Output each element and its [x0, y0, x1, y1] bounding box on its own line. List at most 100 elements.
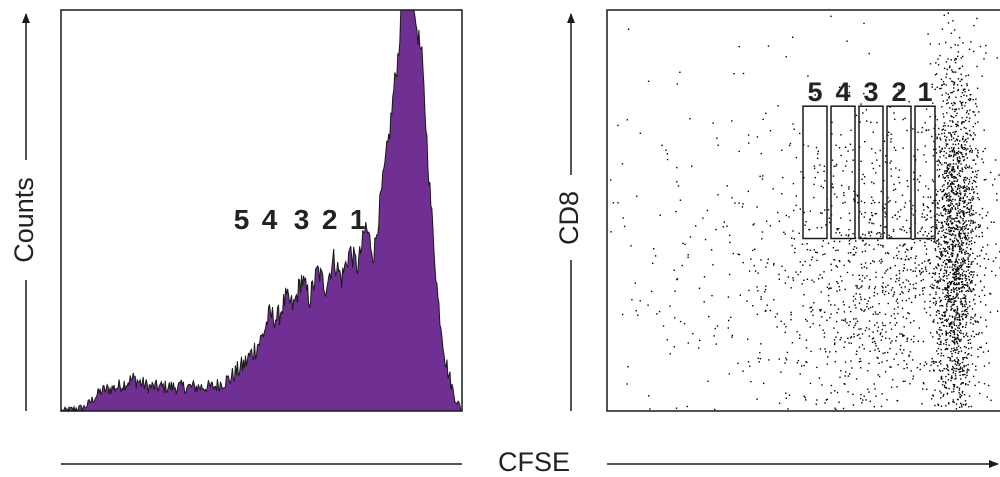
dot-point	[818, 278, 820, 280]
dot-point	[809, 326, 811, 328]
dot-point	[969, 192, 971, 195]
dot-point	[951, 200, 953, 202]
dot-point	[998, 174, 1000, 176]
dot-point	[796, 330, 798, 333]
dot-point	[859, 121, 861, 123]
dot-point	[784, 331, 786, 334]
dot-point	[941, 255, 943, 258]
dot-point	[965, 119, 967, 122]
dot-point	[929, 300, 931, 303]
dot-point	[780, 320, 782, 322]
dot-point	[884, 161, 887, 163]
dot-point	[881, 393, 883, 395]
dot-point	[870, 202, 873, 205]
dot-point	[934, 279, 936, 282]
dot-point	[867, 388, 869, 390]
dot-point	[963, 178, 965, 181]
dot-point	[939, 137, 941, 139]
dot-point	[897, 364, 899, 366]
dot-point	[960, 227, 962, 229]
dot-point	[938, 174, 940, 177]
dot-point	[832, 175, 835, 177]
dot-point	[964, 300, 966, 302]
dot-point	[912, 378, 914, 380]
dot-point	[909, 200, 911, 202]
dot-point	[872, 260, 874, 262]
dot-point	[762, 175, 764, 177]
dot-point	[964, 234, 966, 237]
dot-point	[909, 351, 912, 353]
dot-point	[967, 312, 969, 315]
dot-point	[833, 343, 836, 346]
dot-point	[892, 295, 894, 297]
dot-point	[908, 355, 910, 357]
dot-point	[838, 401, 840, 403]
dot-point	[915, 255, 917, 257]
cfse-axis: CFSE	[61, 447, 999, 477]
dot-point	[960, 303, 962, 305]
dot-point	[884, 207, 886, 209]
dot-point	[739, 294, 741, 296]
dot-point	[968, 188, 970, 191]
dot-point	[994, 274, 997, 277]
dot-point	[943, 162, 946, 164]
dot-point	[860, 103, 862, 105]
dot-point	[963, 126, 965, 129]
dot-point	[918, 270, 921, 272]
dot-point	[878, 375, 881, 378]
dot-point	[973, 132, 975, 134]
dot-point	[943, 122, 946, 124]
dot-point	[955, 282, 958, 284]
dot-point	[945, 296, 948, 298]
dot-point	[956, 158, 959, 160]
dot-point	[969, 199, 972, 201]
dot-point	[868, 52, 870, 55]
dot-point	[953, 29, 956, 31]
dot-point	[816, 251, 818, 254]
dot-point	[863, 348, 865, 350]
dot-point	[959, 248, 961, 251]
dot-point	[960, 163, 962, 165]
dot-point	[892, 228, 895, 231]
dot-point	[976, 320, 979, 323]
dot-point	[968, 260, 970, 263]
dot-point	[975, 176, 978, 179]
dot-point	[963, 215, 965, 218]
dot-point	[983, 286, 985, 288]
dot-point	[940, 375, 943, 378]
dot-point	[795, 271, 797, 273]
dot-point	[869, 262, 872, 265]
dot-point	[790, 313, 792, 316]
dot-point	[881, 335, 884, 338]
dot-point	[884, 324, 886, 327]
dot-point	[956, 269, 959, 271]
dot-point	[698, 347, 700, 349]
dot-point	[902, 281, 904, 284]
dot-point	[871, 181, 873, 183]
dot-point	[955, 193, 957, 196]
dot-point	[919, 363, 921, 365]
dot-point	[944, 241, 946, 243]
dot-point	[963, 294, 965, 296]
dot-point	[948, 167, 950, 170]
dot-point	[955, 271, 957, 273]
dot-point	[939, 301, 941, 303]
dot-point	[953, 227, 956, 229]
dot-point	[937, 238, 940, 240]
dot-point	[939, 390, 941, 392]
dot-point	[965, 298, 967, 300]
dot-point	[896, 336, 898, 338]
dot-point	[961, 370, 963, 372]
dot-point	[875, 276, 877, 278]
dot-point	[877, 232, 879, 234]
dot-point	[895, 340, 897, 342]
dot-point	[934, 272, 937, 274]
dot-point	[965, 154, 967, 156]
dot-point	[837, 331, 839, 334]
dot-point	[820, 185, 822, 187]
dot-point	[847, 150, 849, 152]
dot-point	[970, 263, 973, 265]
dot-point	[790, 287, 792, 289]
dot-point	[986, 396, 988, 398]
